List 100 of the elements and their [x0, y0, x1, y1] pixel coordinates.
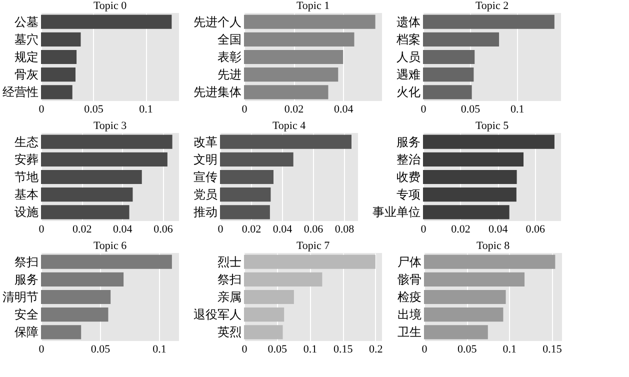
bar: [41, 205, 130, 220]
y-tick-label: 服务: [396, 134, 420, 149]
bar: [423, 205, 510, 220]
x-tick-label: 0.06: [154, 224, 174, 236]
bar: [41, 152, 168, 166]
y-tick-label: 保障: [14, 325, 38, 340]
bar: [423, 68, 474, 82]
y-tick-label: 人员: [396, 50, 420, 64]
bar: [244, 308, 284, 322]
y-tick-label: 祭扫: [218, 272, 242, 286]
bar: [423, 170, 517, 184]
x-tick-label: 0.05: [457, 344, 478, 356]
x-tick-label: 0.05: [84, 104, 104, 116]
bar: [424, 325, 488, 340]
chart-title: Topic 8: [476, 240, 510, 252]
y-tick-label: 经营性: [2, 85, 38, 100]
bar: [41, 85, 72, 100]
chart-title: Topic 1: [296, 0, 330, 12]
chart-title: Topic 3: [93, 120, 128, 132]
y-tick-label: 表彰: [218, 50, 242, 64]
bar: [220, 170, 274, 184]
x-tick-label: 0.2: [369, 344, 383, 356]
x-tick-label: 0.1: [152, 344, 166, 356]
x-tick-label: 0: [422, 344, 428, 356]
bar: [41, 290, 111, 304]
y-tick-label: 文明: [194, 152, 218, 166]
y-tick-label: 生态: [14, 134, 38, 149]
bar: [424, 272, 525, 286]
bar: [423, 85, 472, 100]
y-tick-label: 宣传: [194, 170, 218, 184]
y-tick-label: 设施: [14, 205, 38, 220]
bar: [423, 50, 475, 64]
x-tick-label: 0.04: [334, 104, 354, 116]
y-tick-label: 专项: [396, 188, 420, 202]
bar: [220, 152, 294, 166]
bar: [423, 188, 516, 202]
bar: [41, 14, 172, 29]
y-tick-label: 先进集体: [194, 85, 242, 100]
y-tick-label: 遇难: [396, 68, 420, 82]
x-tick-label: 0.06: [304, 224, 324, 236]
bar: [41, 170, 142, 184]
y-tick-label: 事业单位: [372, 205, 420, 220]
bar: [41, 308, 108, 322]
y-tick-label: 检疫: [398, 290, 422, 304]
x-tick-label: 0: [420, 104, 427, 116]
bar: [41, 32, 81, 46]
x-tick-label: 0.05: [460, 104, 481, 116]
bar: [423, 134, 554, 149]
y-tick-label: 档案: [396, 32, 420, 46]
bar: [424, 308, 504, 322]
bar: [41, 68, 76, 82]
y-tick-label: 先进: [218, 68, 242, 82]
bar: [41, 272, 124, 286]
bar: [244, 68, 338, 82]
chart-title: Topic 5: [475, 120, 510, 132]
chart-title: Topic 7: [296, 240, 330, 252]
x-tick-label: 0.02: [242, 224, 262, 236]
y-tick-label: 安全: [14, 308, 38, 322]
x-tick-label: 0.05: [90, 344, 111, 356]
bar: [41, 254, 172, 269]
y-tick-label: 骸骨: [398, 272, 422, 286]
bar: [41, 134, 172, 149]
x-tick-label: 0.04: [113, 224, 133, 236]
x-tick-label: 0.02: [451, 224, 470, 236]
y-tick-label: 安葬: [14, 152, 38, 166]
y-tick-label: 卫生: [398, 325, 422, 340]
y-tick-label: 墓穴: [14, 32, 38, 46]
bar: [244, 254, 376, 269]
chart-title: Topic 4: [272, 120, 306, 132]
x-tick-label: 0.15: [542, 344, 562, 356]
x-tick-label: 0: [242, 344, 248, 356]
x-tick-label: 0: [38, 344, 45, 356]
bar: [424, 254, 556, 269]
bar: [244, 14, 376, 29]
bar: [423, 14, 554, 29]
y-tick-label: 公墓: [14, 14, 38, 29]
bar: [423, 152, 524, 166]
bar: [41, 50, 77, 64]
x-tick-label: 0.02: [284, 104, 304, 116]
bar: [220, 188, 271, 202]
y-tick-label: 节地: [14, 170, 38, 184]
bar: [244, 50, 344, 64]
y-tick-label: 推动: [194, 205, 218, 220]
y-tick-label: 整治: [396, 152, 420, 166]
y-tick-label: 改革: [194, 134, 218, 149]
y-tick-label: 清明节: [2, 290, 38, 304]
bar: [424, 290, 506, 304]
y-tick-label: 出境: [398, 308, 422, 322]
y-tick-label: 英烈: [218, 325, 242, 340]
y-tick-label: 规定: [14, 50, 38, 64]
chart-title: Topic 2: [475, 0, 509, 12]
chart-title: Topic 0: [93, 0, 128, 12]
y-tick-label: 火化: [396, 85, 420, 100]
y-tick-label: 退役军人: [194, 308, 242, 322]
x-tick-label: 0: [38, 104, 45, 116]
bar: [220, 134, 352, 149]
x-tick-label: 0.04: [272, 224, 293, 236]
x-tick-label: 0.1: [510, 104, 524, 116]
x-tick-label: 0: [242, 104, 248, 116]
y-tick-label: 骨灰: [14, 68, 38, 82]
